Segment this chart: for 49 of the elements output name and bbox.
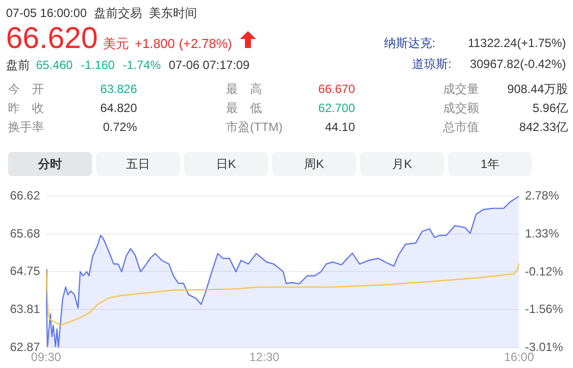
y-tick-label: 63.81 (10, 302, 40, 316)
text: 美东时间 (148, 5, 197, 22)
text: 64.820 (100, 101, 137, 115)
y-tick-label: 65.68 (10, 226, 40, 240)
text: 63.826 (100, 82, 137, 96)
text: 成交额 (443, 101, 479, 115)
text: 62.700 (318, 101, 355, 115)
text: 0.72% (102, 120, 137, 134)
text: 66.620 (6, 22, 98, 56)
text: 11322.24(+1.75%) (468, 36, 566, 50)
text: 最 高 (226, 82, 262, 96)
text: 总市值 (443, 120, 479, 134)
text: 分时 (8, 152, 92, 176)
text: 周K (272, 152, 356, 176)
text: (+2.78%) (178, 36, 232, 51)
text: -1.160 (80, 58, 115, 72)
text: 最 低 (226, 101, 262, 115)
text: 盘前 (6, 57, 30, 74)
text: 65.460 (36, 58, 73, 72)
text: 市盈(TTM) (226, 120, 283, 134)
x-tick-label: 12:30 (249, 350, 280, 364)
text: 美元 (102, 35, 129, 53)
text: 成交量 (443, 82, 479, 96)
text: 五日 (96, 152, 180, 176)
y-tick-label: 66.62 (10, 188, 40, 203)
text: 盘前交易 (94, 5, 142, 22)
y2-tick-label: -1.56% (524, 302, 564, 316)
text: +1.800 (134, 36, 175, 51)
y2-tick-label: 2.78% (524, 188, 560, 203)
text: 07-06 07:17:09 (168, 58, 250, 72)
y-tick-label: 64.75 (10, 264, 40, 278)
text: 1年 (448, 152, 532, 176)
text: 纳斯达克: (384, 36, 436, 50)
text: 908.44万股 (507, 82, 568, 96)
text: 换手率 (8, 120, 44, 134)
text: 842.33亿 (519, 120, 568, 134)
text: 5.96亿 (532, 101, 568, 115)
y2-tick-label: 1.33% (524, 226, 560, 240)
text: 44.10 (324, 120, 355, 134)
text: 日K (184, 152, 268, 176)
text: 月K (360, 152, 444, 176)
text: 30967.82(-0.42%) (470, 57, 566, 71)
text: 道琼斯: (412, 57, 452, 71)
text: -1.74% (122, 58, 161, 72)
text: 昨 收 (8, 101, 44, 115)
text: 66.670 (318, 82, 355, 96)
text: 07-05 16:00:00 (6, 6, 87, 20)
y2-tick-label: -0.12% (524, 264, 564, 278)
text: 今 开 (8, 82, 44, 96)
